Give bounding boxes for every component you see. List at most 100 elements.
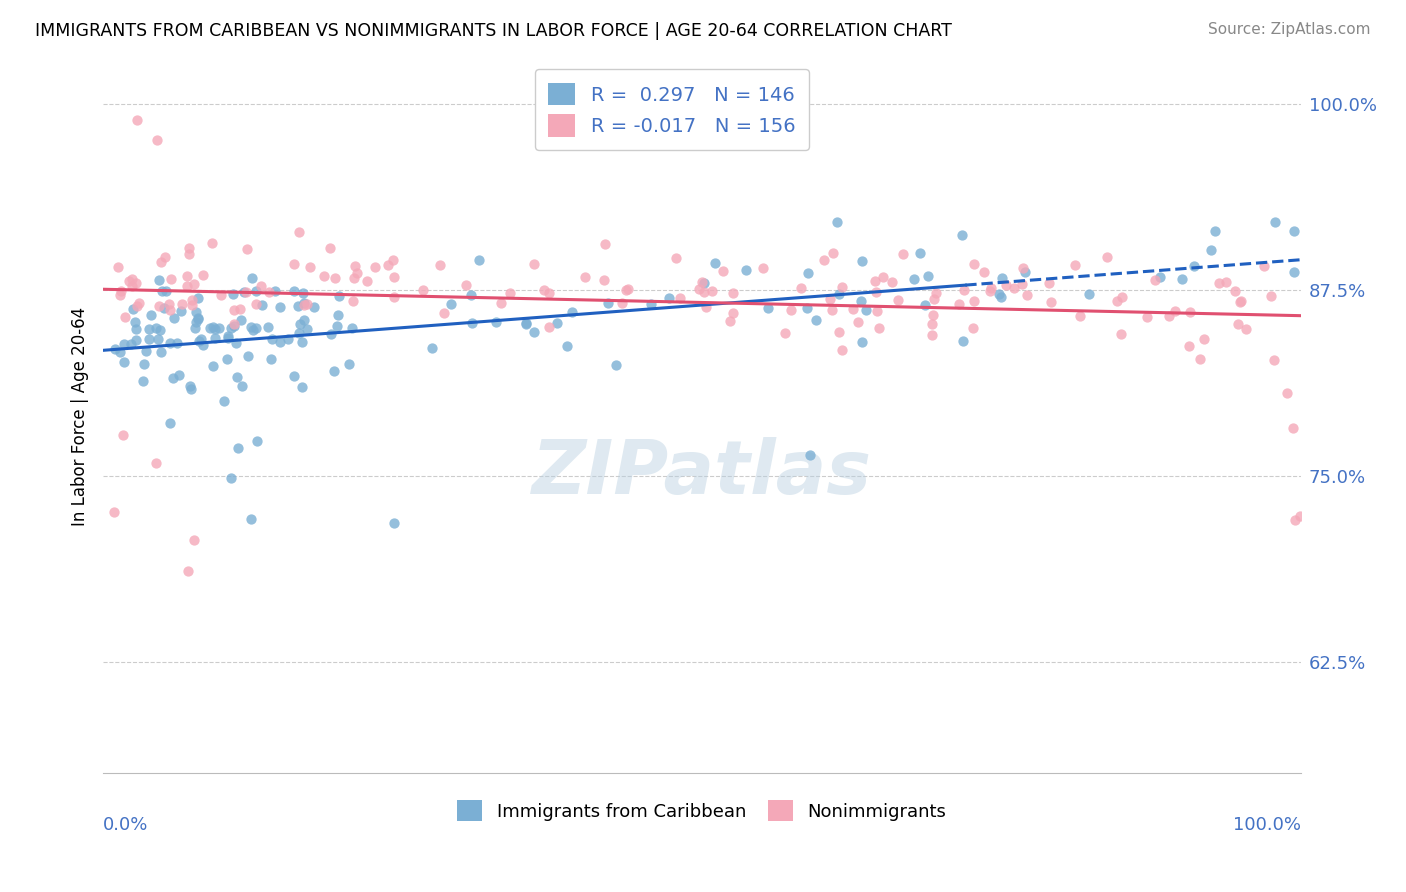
Point — [299, 260, 322, 275]
Point — [990, 290, 1012, 304]
Point — [574, 270, 596, 285]
Point — [789, 281, 811, 295]
Point — [963, 257, 986, 271]
Point — [1253, 259, 1275, 273]
Point — [183, 277, 205, 292]
Point — [314, 268, 336, 283]
Point — [150, 255, 173, 269]
Point — [217, 331, 239, 345]
Point — [1164, 304, 1187, 318]
Point — [377, 258, 399, 272]
Point — [693, 276, 716, 290]
Point — [288, 326, 311, 340]
Point — [160, 272, 183, 286]
Point — [1069, 309, 1091, 323]
Point — [132, 374, 155, 388]
Point — [868, 321, 890, 335]
Point — [155, 285, 177, 299]
Point — [848, 315, 870, 329]
Point — [1282, 265, 1305, 279]
Point — [882, 276, 904, 290]
Point — [167, 368, 190, 383]
Point — [325, 319, 347, 334]
Point — [612, 295, 634, 310]
Point — [688, 282, 710, 296]
Point — [153, 301, 176, 315]
Point — [533, 283, 555, 297]
Point — [605, 358, 627, 372]
Point — [668, 291, 690, 305]
Point — [208, 321, 231, 335]
Point — [159, 303, 181, 318]
Point — [1014, 265, 1036, 279]
Point — [187, 334, 209, 348]
Point — [1284, 513, 1306, 527]
Point — [1157, 309, 1180, 323]
Point — [979, 284, 1001, 298]
Point — [221, 471, 243, 485]
Point — [217, 329, 239, 343]
Point — [283, 257, 305, 271]
Point — [515, 317, 537, 331]
Point — [420, 341, 443, 355]
Point — [342, 294, 364, 309]
Point — [690, 275, 713, 289]
Point — [343, 259, 366, 273]
Point — [821, 303, 844, 318]
Point — [219, 320, 242, 334]
Point — [269, 335, 291, 350]
Point — [179, 241, 201, 255]
Point — [1204, 224, 1226, 238]
Point — [863, 274, 886, 288]
Point — [1178, 304, 1201, 318]
Point — [184, 321, 207, 335]
Point — [103, 505, 125, 519]
Point — [125, 112, 148, 127]
Point — [150, 284, 173, 298]
Point — [950, 227, 973, 242]
Point — [546, 317, 568, 331]
Text: IMMIGRANTS FROM CARIBBEAN VS NONIMMIGRANTS IN LABOR FORCE | AGE 20-64 CORRELATIO: IMMIGRANTS FROM CARIBBEAN VS NONIMMIGRAN… — [35, 22, 952, 40]
Text: Source: ZipAtlas.com: Source: ZipAtlas.com — [1208, 22, 1371, 37]
Point — [1015, 287, 1038, 301]
Text: ZIPatlas: ZIPatlas — [531, 437, 872, 510]
Point — [321, 327, 343, 342]
Point — [212, 393, 235, 408]
Point — [804, 313, 827, 327]
Point — [1011, 277, 1033, 291]
Point — [1275, 386, 1298, 401]
Point — [988, 287, 1011, 301]
Point — [703, 256, 725, 270]
Point — [702, 285, 724, 299]
Point — [1095, 250, 1118, 264]
Point — [134, 357, 156, 371]
Point — [159, 335, 181, 350]
Point — [121, 271, 143, 285]
Point — [191, 337, 214, 351]
Point — [994, 278, 1017, 293]
Point — [1227, 318, 1250, 332]
Point — [181, 298, 204, 312]
Point — [191, 268, 214, 283]
Point — [235, 285, 257, 300]
Point — [693, 285, 716, 299]
Point — [1136, 310, 1159, 324]
Point — [914, 298, 936, 312]
Point — [177, 564, 200, 578]
Point — [112, 354, 135, 368]
Point — [146, 133, 169, 147]
Point — [179, 247, 201, 261]
Point — [201, 236, 224, 251]
Point — [515, 316, 537, 330]
Point — [153, 250, 176, 264]
Point — [797, 266, 820, 280]
Point — [170, 304, 193, 318]
Point — [246, 434, 269, 448]
Point — [758, 301, 780, 315]
Point — [522, 257, 544, 271]
Point — [245, 297, 267, 311]
Point — [813, 252, 835, 267]
Point — [179, 379, 201, 393]
Point — [917, 269, 939, 284]
Point — [343, 271, 366, 285]
